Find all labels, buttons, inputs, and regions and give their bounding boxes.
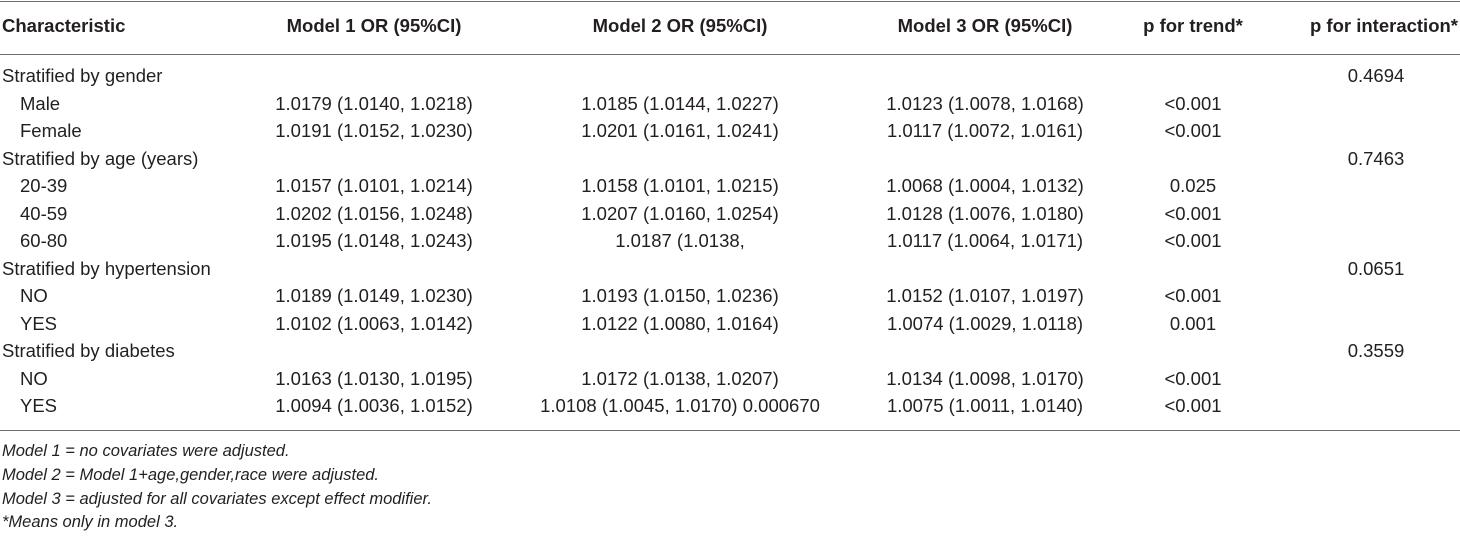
cell-m1: 1.0102 (1.0063, 1.0142) — [275, 312, 473, 334]
row-label: NO — [20, 285, 48, 306]
table-row: NO 1.0189 (1.0149, 1.0230) 1.0193 (1.0150,… — [0, 282, 1460, 309]
table-row: 40-59 1.0202 (1.0156, 1.0248) 1.0207 (1.01… — [0, 200, 1460, 227]
cell-m2: 1.0185 (1.0144, 1.0227) — [581, 92, 779, 114]
cell-interaction: 0.0651 — [1347, 257, 1405, 279]
row-label: YES — [20, 395, 58, 416]
cell-m3: 1.0134 (1.0098, 1.0170) — [886, 367, 1084, 389]
table-row: 60-80 1.0195 (1.0148, 1.0243) 1.0187 (1.01… — [0, 227, 1460, 254]
row-label: YES — [20, 312, 58, 334]
cell-m3: 1.0152 (1.0107, 1.0197) — [886, 285, 1084, 306]
cell-m3: 1.0123 (1.0078, 1.0168) — [886, 92, 1084, 114]
group-header-row: Stratified by diabetes 0.3559 — [0, 337, 1460, 364]
cell-trend: <0.001 — [1164, 92, 1222, 114]
header-rule — [0, 54, 1460, 55]
cell-m1: 1.0202 (1.0156, 1.0248) — [275, 202, 473, 224]
footnote: *Means only in model 3. — [2, 513, 179, 532]
cell-trend: <0.001 — [1164, 120, 1222, 141]
cell-m3: 1.0128 (1.0076, 1.0180) — [886, 202, 1084, 224]
cell-m1: 1.0163 (1.0130, 1.0195) — [275, 367, 473, 389]
table-footnotes: Model 1 = no covariates were adjusted. M… — [2, 440, 432, 535]
row-label: Female — [20, 120, 82, 141]
footnote: Model 1 = no covariates were adjusted. — [2, 442, 290, 460]
group-label: Stratified by gender — [2, 65, 163, 86]
header-model-2: Model 2 OR (95%CI) — [592, 15, 768, 36]
cell-interaction: 0.4694 — [1347, 65, 1405, 86]
header-model-3: Model 3 OR (95%CI) — [897, 15, 1073, 36]
cell-m2: 1.0193 (1.0150, 1.0236) — [581, 285, 779, 306]
cell-m3: 1.0075 (1.0011, 1.0140) — [886, 395, 1084, 416]
cell-m2: 1.0187 (1.0138, — [615, 230, 745, 251]
cell-interaction: 0.7463 — [1347, 147, 1405, 169]
group-header-row: Stratified by age (years) 0.7463 — [0, 145, 1460, 172]
footnote: Model 2 = Model 1+age,gender,race were a… — [2, 465, 380, 484]
header-characteristic: Characteristic — [2, 15, 126, 36]
table-row: NO 1.0163 (1.0130, 1.0195) 1.0172 (1.0138,… — [0, 365, 1460, 392]
cell-trend: <0.001 — [1164, 285, 1222, 306]
header-row: Characteristic Model 1 OR (95%CI) Model … — [0, 12, 1460, 39]
cell-m2: 1.0201 (1.0161, 1.0241) — [581, 120, 779, 141]
footnote: Model 3 = adjusted for all covariates ex… — [2, 489, 432, 508]
cell-m2: 1.0122 (1.0080, 1.0164) — [581, 312, 779, 334]
row-label: 40-59 — [20, 202, 68, 224]
table-row: 20-39 1.0157 (1.0101, 1.0214) 1.0158 (1.01… — [0, 172, 1460, 199]
cell-m1: 1.0094 (1.0036, 1.0152) — [275, 395, 473, 416]
cell-m1: 1.0191 (1.0152, 1.0230) — [275, 120, 473, 141]
cell-m3: 1.0117 (1.0072, 1.0161) — [886, 120, 1084, 141]
header-p-interaction: p for interaction* — [1309, 15, 1458, 36]
cell-trend: <0.001 — [1164, 367, 1222, 389]
cell-m2: 1.0207 (1.0160, 1.0254) — [581, 202, 779, 224]
cell-m2: 1.0108 (1.0045, 1.0170) 0.000670 — [540, 395, 820, 416]
group-header-row: Stratified by gender 0.4694 — [0, 62, 1460, 89]
cell-m1: 1.0195 (1.0148, 1.0243) — [275, 230, 473, 251]
cell-m1: 1.0157 (1.0101, 1.0214) — [275, 175, 473, 196]
table-row: Female 1.0191 (1.0152, 1.0230) 1.0201 (1.0… — [0, 117, 1460, 144]
header-p-trend: p for trend* — [1143, 15, 1243, 36]
cell-trend: 0.025 — [1169, 175, 1217, 196]
table-row: YES 1.0102 (1.0063, 1.0142) 1.0122 (1.0080… — [0, 310, 1460, 337]
group-label: Stratified by age (years) — [2, 147, 199, 169]
cell-m1: 1.0189 (1.0149, 1.0230) — [275, 285, 473, 306]
cell-interaction: 0.3559 — [1347, 340, 1405, 361]
top-rule — [0, 1, 1460, 2]
cell-m3: 1.0068 (1.0004, 1.0132) — [886, 175, 1084, 196]
row-label: 60-80 — [20, 230, 68, 251]
group-header-row: Stratified by hypertension 0.0651 — [0, 255, 1460, 282]
group-label: Stratified by diabetes — [2, 340, 175, 361]
header-model-1: Model 1 OR (95%CI) — [286, 15, 462, 36]
table-row: Male 1.0179 (1.0140, 1.0218) 1.0185 (1.014… — [0, 90, 1460, 117]
row-label: 20-39 — [20, 175, 68, 196]
row-label: NO — [20, 367, 48, 389]
cell-m3: 1.0074 (1.0029, 1.0118) — [886, 312, 1084, 334]
group-label: Stratified by hypertension — [2, 257, 211, 279]
table-row: YES 1.0094 (1.0036, 1.0152) 1.0108 (1.0045… — [0, 392, 1460, 419]
row-label: Male — [20, 92, 61, 114]
cell-m2: 1.0172 (1.0138, 1.0207) — [581, 367, 779, 389]
bottom-rule — [0, 430, 1460, 431]
cell-m3: 1.0117 (1.0064, 1.0171) — [886, 230, 1084, 251]
cell-m2: 1.0158 (1.0101, 1.0215) — [581, 175, 779, 196]
cell-trend: <0.001 — [1164, 230, 1222, 251]
cell-m1: 1.0179 (1.0140, 1.0218) — [275, 92, 473, 114]
cell-trend: 0.001 — [1169, 312, 1217, 334]
cell-trend: <0.001 — [1164, 202, 1222, 224]
cell-trend: <0.001 — [1164, 395, 1222, 416]
